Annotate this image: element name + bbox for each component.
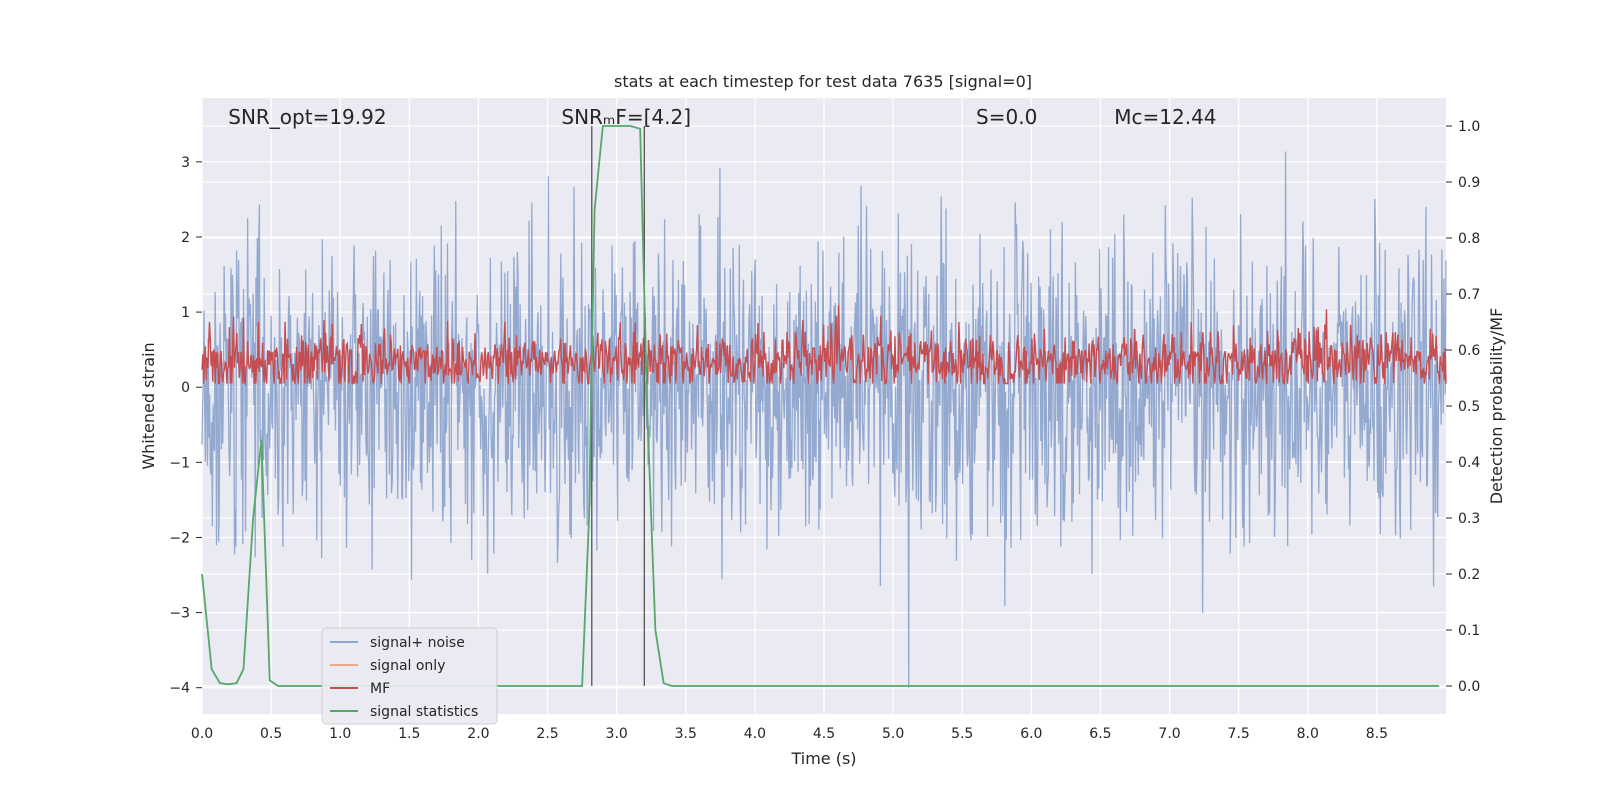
annotation-s: S=0.0	[976, 105, 1037, 129]
x-tick-label: 1.0	[329, 726, 351, 742]
x-tick-label: 1.5	[398, 726, 420, 742]
y2-tick-label: 0.6	[1458, 343, 1480, 359]
signal-noise-series	[201, 151, 1447, 688]
y-axis-label: Whitened strain	[139, 342, 158, 469]
y-tick-label: 3	[181, 155, 190, 171]
legend-box	[321, 627, 498, 725]
x-axis-label: Time (s)	[790, 749, 856, 768]
y-tick-label: 1	[181, 305, 190, 321]
x-tick-label: 7.5	[1228, 726, 1250, 742]
y2-tick-label: 0.9	[1458, 175, 1480, 191]
x-tick-label: 7.0	[1158, 726, 1180, 742]
y2-tick-label: 0.4	[1458, 455, 1480, 471]
y2-axis-label: Detection probability/MF	[1487, 308, 1506, 505]
y-tick-label: −4	[169, 681, 190, 697]
annotation-mc: Mc=12.44	[1114, 105, 1216, 129]
legend-label: signal+ noise	[370, 635, 465, 651]
x-tick-label: 5.5	[951, 726, 973, 742]
y2-tick-label: 0.5	[1458, 399, 1480, 415]
noise-line	[201, 151, 1447, 688]
mf-series	[201, 305, 1447, 386]
x-tick-label: 4.5	[813, 726, 835, 742]
y-tick-label: −1	[169, 455, 190, 471]
y2-tick-label: 0.3	[1458, 511, 1480, 527]
chart-title: stats at each timestep for test data 763…	[614, 72, 1032, 91]
x-tick-label: 6.5	[1089, 726, 1111, 742]
x-tick-label: 2.5	[536, 726, 558, 742]
y2-tick-label: 0.0	[1458, 679, 1480, 695]
y-tick-label: −2	[169, 530, 190, 546]
y2-tick-label: 0.1	[1458, 623, 1480, 639]
x-tick-label: 8.5	[1366, 726, 1388, 742]
y2-tick-label: 0.2	[1458, 567, 1480, 583]
legend-label: signal statistics	[370, 704, 478, 720]
x-tick-label: 8.0	[1297, 726, 1319, 742]
annotation-snr-opt: SNR_opt=19.92	[228, 105, 386, 129]
signal-statistics-line	[201, 125, 1440, 687]
legend: signal+ noise signal only MF signal statist…	[321, 627, 498, 725]
x-tick-label: 0.0	[191, 726, 213, 742]
legend-label: MF	[370, 681, 390, 697]
x-tick-label: 3.5	[675, 726, 697, 742]
x-tick-label: 3.0	[606, 726, 628, 742]
y2-tick-label: 1.0	[1458, 119, 1480, 135]
y-tick-label: −3	[169, 606, 190, 622]
x-tick-label: 5.0	[882, 726, 904, 742]
x-tick-label: 2.0	[467, 726, 489, 742]
annotations: SNR_opt=19.92 SNRₘF=[4.2] S=0.0 Mc=12.44	[228, 105, 1216, 129]
y-tick-label: 0	[181, 380, 190, 396]
y-tick-label: 2	[181, 230, 190, 246]
legend-label: signal only	[370, 658, 445, 674]
axis-ticks: 0.0 0.5 1.0 1.5 2.0 2.5 3.0 3.5 4.0 4.5 5.0 5.5 6.0 6…	[169, 119, 1480, 742]
x-tick-label: 6.0	[1020, 726, 1042, 742]
x-tick-label: 4.0	[744, 726, 766, 742]
mf-line	[201, 305, 1447, 386]
signal-statistics-series	[201, 125, 1440, 687]
y2-tick-label: 0.7	[1458, 287, 1480, 303]
x-tick-label: 0.5	[260, 726, 282, 742]
y2-tick-label: 0.8	[1458, 231, 1480, 247]
annotation-snr-mf: SNRₘF=[4.2]	[561, 105, 691, 129]
